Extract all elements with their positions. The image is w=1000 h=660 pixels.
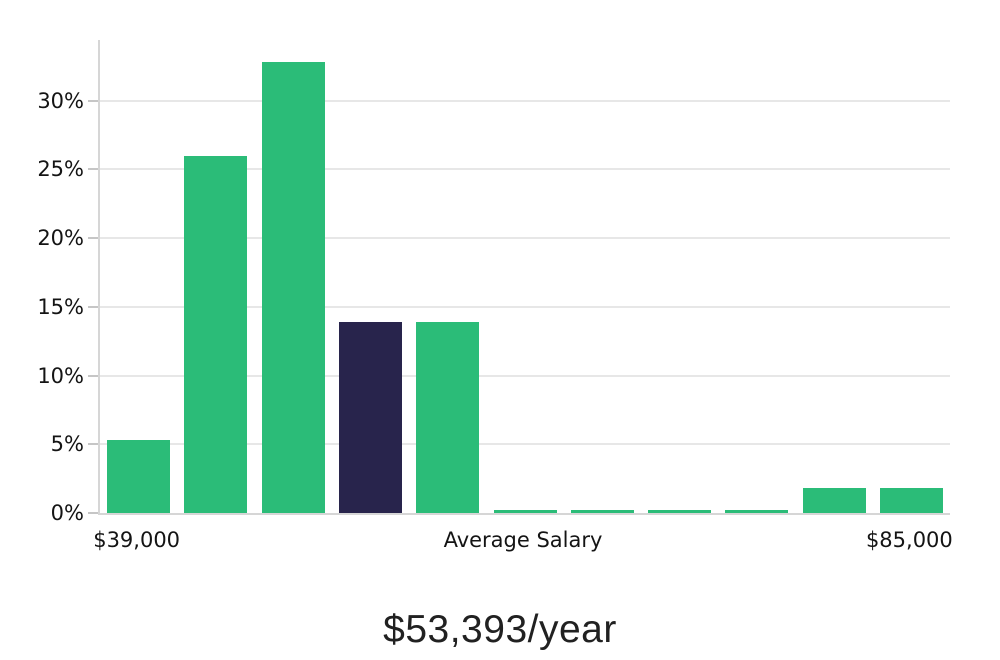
gridline-5%: [100, 443, 950, 446]
histogram-bar-11: [879, 488, 943, 513]
y-axis-tick: [88, 237, 98, 239]
y-axis-tick: [88, 374, 98, 377]
histogram-bar-2: [184, 155, 248, 513]
gridline-15%: [100, 305, 950, 308]
y-axis-tick-label: 0%: [50, 501, 84, 525]
y-axis-tick: [88, 99, 98, 102]
y-axis-tick-label: 20%: [37, 226, 84, 250]
x-axis-label-min-salary: $39,000: [93, 528, 181, 552]
y-axis-tick-label: 5%: [50, 432, 84, 457]
y-axis-tick-label: 10%: [37, 363, 84, 388]
gridline-25%: [100, 168, 950, 171]
gridline-30%: [100, 99, 950, 102]
histogram-bar-7: [570, 510, 634, 513]
histogram-bar-8: [648, 510, 712, 513]
x-axis-label-average-salary: Average Salary: [443, 528, 603, 552]
gridline-10%: [100, 374, 950, 377]
y-axis-tick: [88, 512, 98, 514]
y-axis-tick-label: 30%: [37, 88, 84, 113]
y-axis-tick: [88, 168, 98, 171]
y-axis-tick: [88, 443, 98, 446]
plot-area: [98, 40, 950, 515]
histogram-bar-3: [261, 62, 325, 513]
y-axis-tick: [88, 305, 98, 308]
histogram-bar-6: [493, 510, 557, 513]
histogram-bar-10: [802, 488, 866, 513]
histogram-bar-9: [725, 510, 789, 513]
gridline-20%: [100, 237, 950, 239]
histogram-bar-1: [107, 440, 171, 513]
y-axis-tick-label: 15%: [37, 294, 84, 319]
y-axis-tick-label: 25%: [37, 157, 84, 182]
average-salary-title: $53,393/year: [383, 608, 617, 651]
x-axis-label-max-salary: $85,000: [865, 528, 953, 552]
average-salary-bar: [338, 321, 402, 513]
histogram-bar-5: [416, 321, 480, 513]
